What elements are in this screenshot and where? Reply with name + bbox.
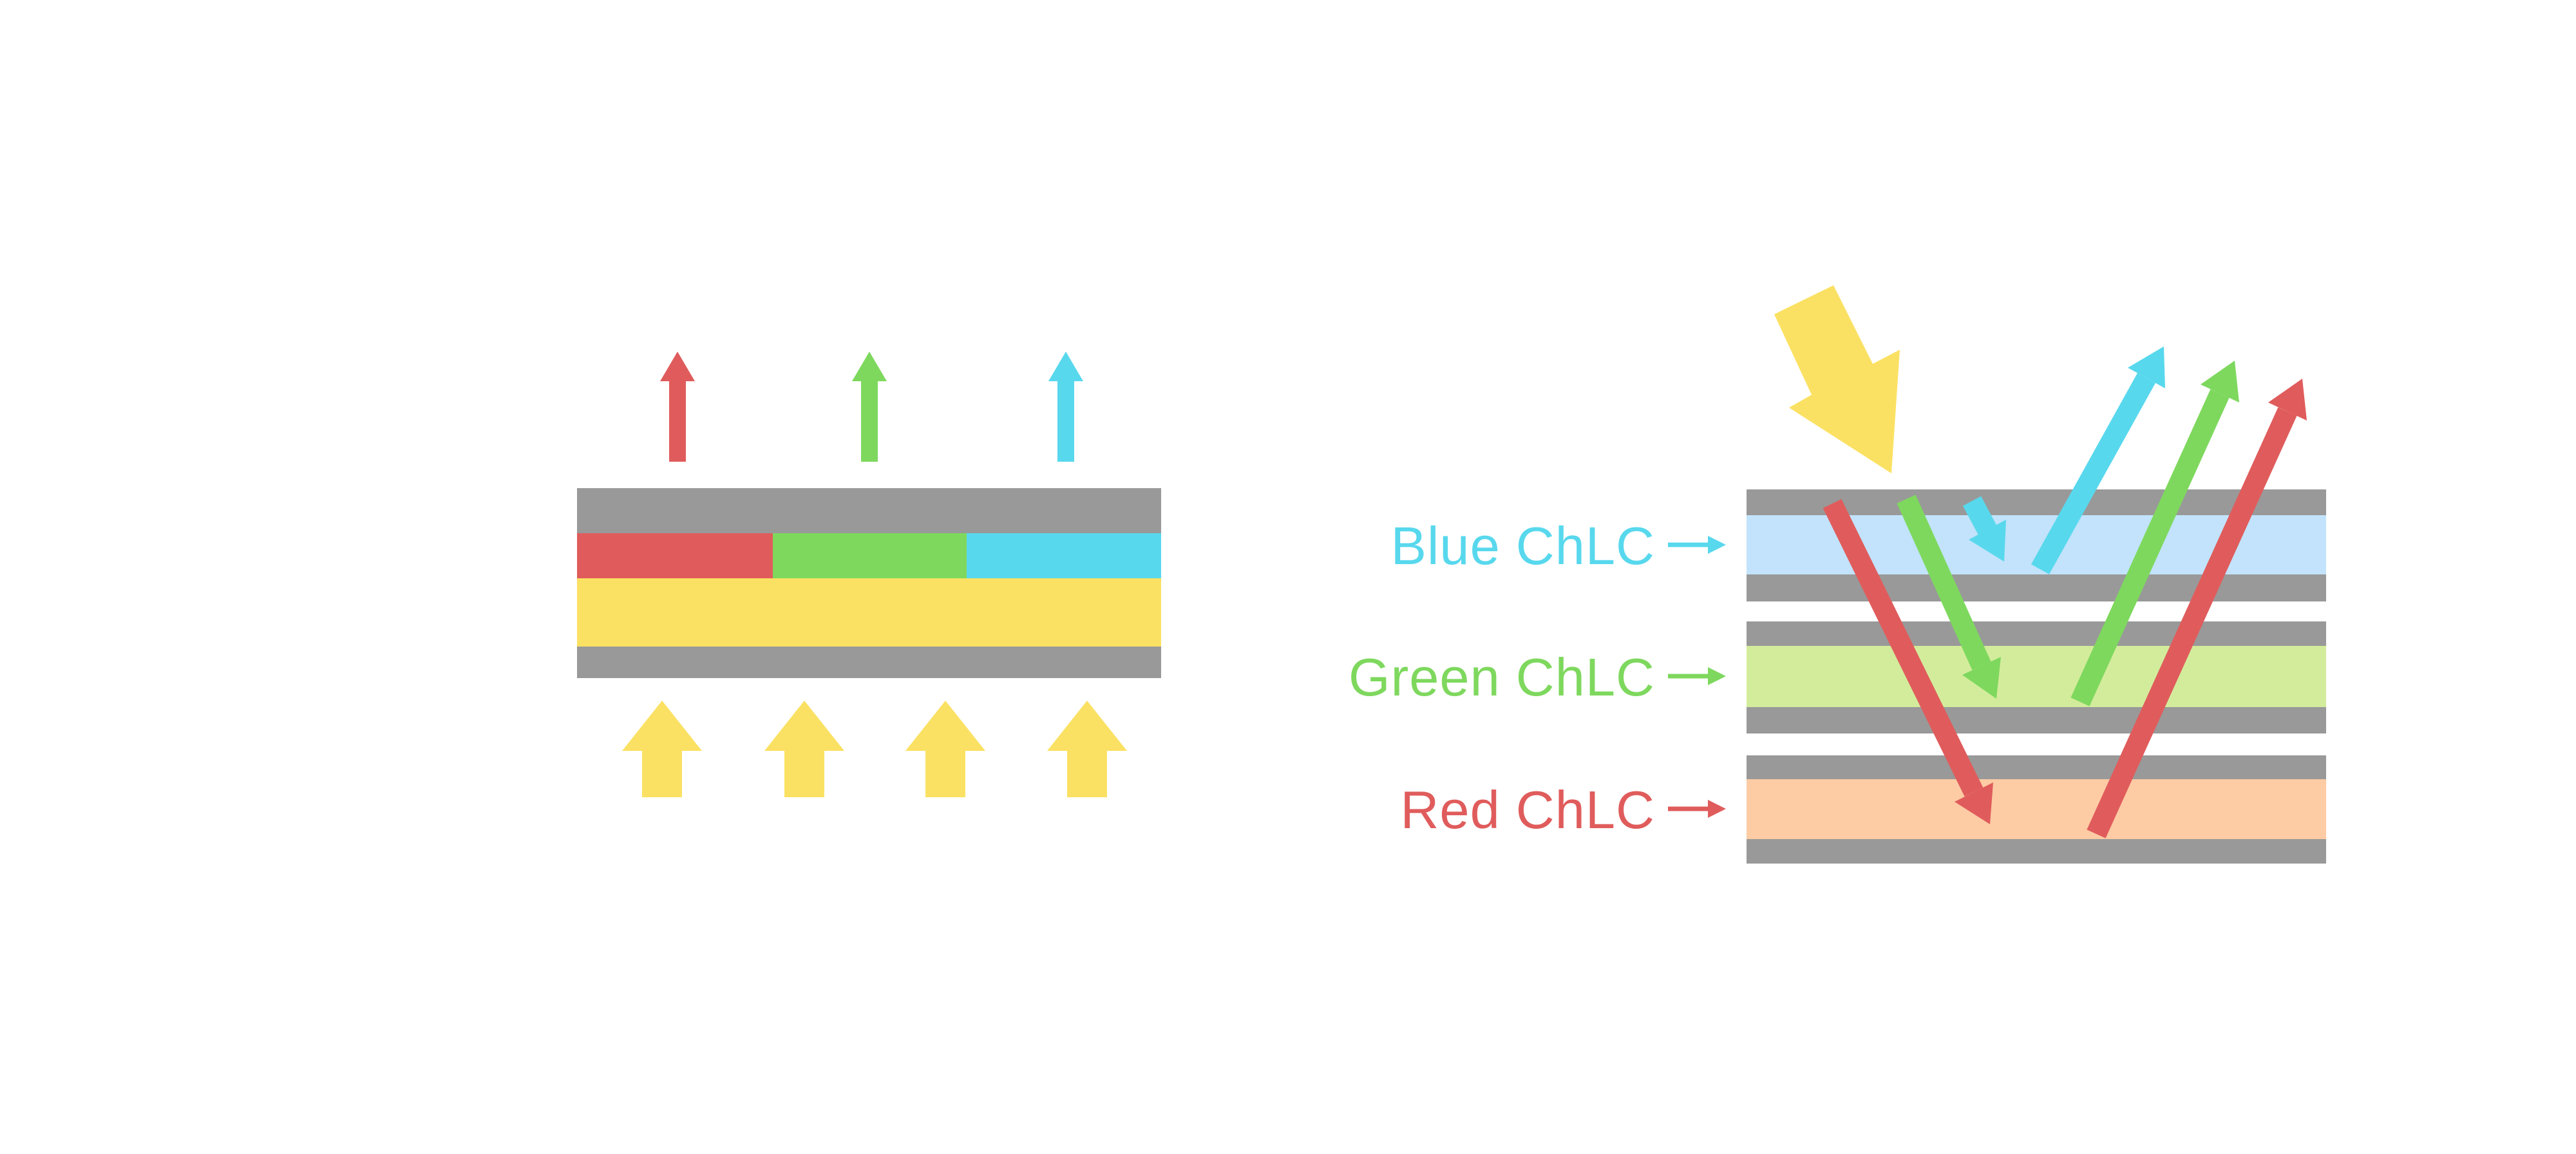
backlight-arrow-head [1047, 701, 1127, 751]
right-stack-substrate-2 [1747, 574, 2326, 601]
left-stack-top-plate [577, 488, 1161, 533]
cyan-down-beam-head [1969, 520, 2006, 562]
green-reflected-beam-icon [2070, 361, 2239, 706]
right-stack-substrate-6 [1747, 839, 2326, 864]
backlight-arrow-head [764, 701, 844, 751]
blue-label-pointer-head [1708, 536, 1726, 554]
cyan-reflected-beam-shaft [2031, 373, 2155, 574]
emitted-green-arrow-icon [852, 352, 887, 462]
green-down-beam-icon [1897, 495, 2001, 699]
emitted-red-arrow-icon [660, 352, 695, 462]
cyan-down-beam-icon [1962, 496, 2006, 562]
backlight-arrow-head [622, 701, 702, 751]
left-stack-diagram [577, 352, 1161, 797]
blue-label-pointer-arrow-icon [1668, 536, 1726, 554]
red-label-pointer-arrow-icon [1668, 800, 1726, 818]
red-reflected-beam-shaft [2087, 407, 2297, 838]
right-stack-diagram: Blue ChLC Green ChLC Red ChLC [1349, 285, 2326, 864]
red-down-beam-head [1955, 782, 1993, 824]
backlight-arrow-icon-4 [1047, 701, 1127, 797]
backlight-arrow-icon-1 [622, 701, 702, 797]
blue-chlc-label: Blue ChLC [1391, 516, 1655, 576]
backlight-arrow-shaft [1067, 750, 1107, 797]
cyan-reflected-beam-head [2128, 346, 2165, 388]
green-down-beam-head [1962, 657, 2001, 699]
red-down-beam-shaft [1823, 498, 1984, 797]
backlight-arrow-shaft [925, 750, 965, 797]
red-label-pointer-head [1708, 800, 1726, 818]
right-stack-substrate-4 [1747, 707, 2326, 733]
emitted-cyan-arrow-icon [1048, 352, 1083, 462]
red-reflected-beam-head [2268, 379, 2307, 421]
backlight-arrow-shaft [784, 750, 824, 797]
left-stack-bottom-plate [577, 647, 1161, 678]
backlight-arrow-shaft [642, 750, 682, 797]
green-down-beam-shaft [1897, 495, 1991, 670]
green-chlc-label: Green ChLC [1349, 647, 1655, 707]
red-down-beam-icon [1823, 498, 1993, 824]
green-reflected-beam-head [2201, 361, 2239, 402]
left-stack-backlight-layer [577, 578, 1161, 647]
emitted-cyan-arrow-head [1048, 352, 1083, 381]
red-reflected-beam-icon [2087, 379, 2307, 838]
left-stack-cyan-filter-segment [967, 533, 1161, 578]
backlight-arrow-icon-2 [764, 701, 844, 797]
left-stack-green-filter-segment [773, 533, 967, 578]
green-label-pointer-arrow-icon [1668, 667, 1726, 685]
emitted-red-arrow-head [660, 352, 695, 381]
green-chlc-layer [1747, 646, 2326, 707]
backlight-arrow-head [905, 701, 985, 751]
red-chlc-label: Red ChLC [1400, 780, 1655, 840]
backlight-arrow-icon-3 [905, 701, 985, 797]
left-stack-red-filter-segment [577, 533, 773, 578]
green-label-pointer-head [1708, 667, 1726, 685]
right-stack-substrate-3 [1747, 621, 2326, 646]
cyan-reflected-beam-icon [2031, 346, 2165, 574]
emitted-green-arrow-head [852, 352, 887, 381]
incident-light-arrow-icon [1774, 285, 1900, 473]
cyan-down-beam-shaft [1962, 496, 1997, 535]
right-stack-substrate-5 [1747, 755, 2326, 779]
red-chlc-layer [1747, 779, 2326, 839]
green-reflected-beam-shaft [2070, 389, 2230, 706]
